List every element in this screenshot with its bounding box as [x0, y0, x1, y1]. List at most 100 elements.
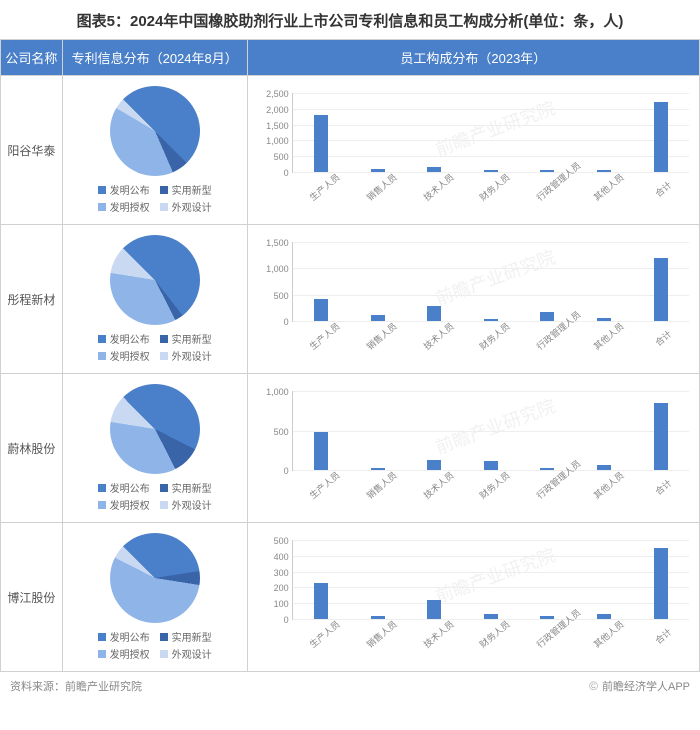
- bar-xtick-label: 生产人员: [307, 621, 338, 650]
- bar-ytick-label: 400: [274, 552, 293, 562]
- patent-pie-cell: 发明公布实用新型发明授权外观设计: [62, 76, 247, 225]
- bar-xtick-label: 销售人员: [363, 323, 394, 352]
- bar-xtick-label: 财务人员: [477, 174, 508, 203]
- legend-label: 实用新型: [172, 629, 212, 644]
- bar-xtick-label: 行政管理人员: [534, 174, 565, 203]
- legend-label: 发明公布: [110, 629, 150, 644]
- bar: [540, 312, 554, 321]
- bar-xtick-label: 生产人员: [307, 472, 338, 501]
- legend-swatch: [98, 650, 106, 658]
- bar-ytick-label: 500: [274, 536, 293, 546]
- bar-xtick-label: 生产人员: [307, 174, 338, 203]
- patent-pie-chart: [110, 86, 200, 176]
- patent-pie-cell: 发明公布实用新型发明授权外观设计: [62, 374, 247, 523]
- employee-bar-cell: 前瞻产业研究院05001,0001,500生产人员销售人员技术人员财务人员行政管…: [247, 225, 699, 374]
- header-company: 公司名称: [1, 40, 63, 76]
- bar: [540, 616, 554, 619]
- header-patent: 专利信息分布（2024年8月）: [62, 40, 247, 76]
- legend-swatch: [160, 633, 168, 641]
- source-label: 资料来源：前瞻产业研究院: [10, 678, 142, 694]
- footer: 资料来源：前瞻产业研究院 © 前瞻经济学人APP: [0, 672, 700, 700]
- bar: [654, 102, 668, 172]
- bar: [484, 170, 498, 172]
- bar: [427, 600, 441, 619]
- bar-ytick-label: 200: [274, 583, 293, 593]
- bar: [597, 614, 611, 619]
- company-name-cell: 博江股份: [1, 523, 63, 672]
- bar: [654, 258, 668, 321]
- legend-label: 外观设计: [172, 646, 212, 661]
- legend-swatch: [160, 650, 168, 658]
- legend-label: 发明授权: [110, 348, 150, 363]
- company-name-cell: 阳谷华泰: [1, 76, 63, 225]
- bar: [654, 403, 668, 470]
- bar-plot: 0100200300400500: [292, 540, 689, 620]
- bar-xtick-label: 销售人员: [363, 472, 394, 501]
- bar-xtick-label: 生产人员: [307, 323, 338, 352]
- legend-item: 发明公布: [98, 331, 150, 346]
- legend-label: 发明公布: [110, 480, 150, 495]
- legend-swatch: [160, 186, 168, 194]
- bar-ytick-label: 100: [274, 599, 293, 609]
- bar-ytick-label: 2,500: [266, 89, 293, 99]
- bar-plot: 05001,0001,5002,0002,500: [292, 93, 689, 173]
- bar-xtick-label: 行政管理人员: [534, 621, 565, 650]
- legend-item: 发明公布: [98, 480, 150, 495]
- bar: [597, 465, 611, 470]
- bar-ytick-label: 0: [284, 466, 293, 476]
- legend-swatch: [160, 203, 168, 211]
- bar-xtick-label: 行政管理人员: [534, 472, 565, 501]
- copyright-icon: ©: [589, 679, 598, 693]
- bar: [371, 315, 385, 321]
- bar: [371, 468, 385, 470]
- bar-ytick-label: 0: [284, 317, 293, 327]
- bar: [314, 583, 328, 619]
- bar-ytick-label: 1,000: [266, 387, 293, 397]
- table-row: 蔚林股份发明公布实用新型发明授权外观设计前瞻产业研究院05001,000生产人员…: [1, 374, 700, 523]
- bar: [597, 170, 611, 172]
- bar-xtick-label: 技术人员: [420, 174, 451, 203]
- legend-swatch: [98, 633, 106, 641]
- bar-xtick-label: 其他人员: [590, 174, 621, 203]
- bar-xtick-label: 其他人员: [590, 472, 621, 501]
- bar: [314, 115, 328, 172]
- bar-ytick-label: 500: [274, 427, 293, 437]
- legend-label: 发明授权: [110, 646, 150, 661]
- legend-item: 外观设计: [160, 348, 212, 363]
- legend-swatch: [98, 203, 106, 211]
- legend-item: 发明授权: [98, 199, 150, 214]
- bar-ytick-label: 300: [274, 568, 293, 578]
- bar-xtick-label: 技术人员: [420, 323, 451, 352]
- bar: [314, 432, 328, 470]
- legend-label: 实用新型: [172, 331, 212, 346]
- employee-bar-cell: 前瞻产业研究院05001,0001,5002,0002,500生产人员销售人员技…: [247, 76, 699, 225]
- bar-plot: 05001,000: [292, 391, 689, 471]
- bar: [371, 616, 385, 619]
- patent-pie-cell: 发明公布 实用新型发明授权外观设计: [62, 225, 247, 374]
- bar-xtick-label: 技术人员: [420, 472, 451, 501]
- bar: [484, 319, 498, 321]
- legend-item: 发明公布: [98, 629, 150, 644]
- bar-xtick-label: 技术人员: [420, 621, 451, 650]
- legend-item: 外观设计: [160, 497, 212, 512]
- bar-xtick-label: 其他人员: [590, 323, 621, 352]
- bar-xtick-label: 销售人员: [363, 621, 394, 650]
- bar-xtick-label: 财务人员: [477, 621, 508, 650]
- legend-swatch: [98, 501, 106, 509]
- legend-label: 实用新型: [172, 480, 212, 495]
- company-name-cell: 蔚林股份: [1, 374, 63, 523]
- pie-legend: 发明公布实用新型发明授权外观设计: [98, 182, 212, 214]
- bar-ytick-label: 0: [284, 615, 293, 625]
- legend-swatch: [160, 335, 168, 343]
- bar-ytick-label: 1,000: [266, 264, 293, 274]
- patent-pie-chart: [110, 384, 200, 474]
- legend-item: 实用新型: [160, 182, 212, 197]
- bar-ytick-label: 2,000: [266, 105, 293, 115]
- patent-pie-cell: 发明公布 实用新型发明授权 外观设计: [62, 523, 247, 672]
- legend-item: 外观设计: [160, 646, 212, 661]
- bar: [427, 306, 441, 321]
- bar-xtick-label: 财务人员: [477, 472, 508, 501]
- legend-label: 发明公布: [110, 331, 150, 346]
- bar-xtick-label: 合计: [647, 472, 678, 501]
- bar-ytick-label: 1,500: [266, 238, 293, 248]
